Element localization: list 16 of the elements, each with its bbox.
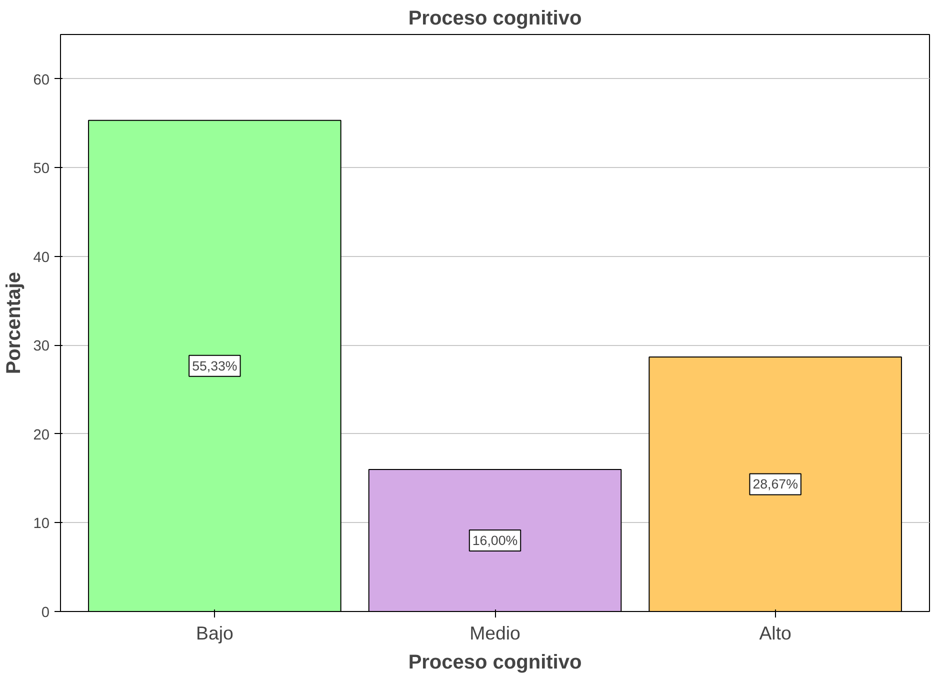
y-axis-title: Porcentaje	[3, 272, 26, 374]
y-tick-label: 30	[33, 338, 50, 355]
data-label: 28,67%	[752, 476, 798, 492]
x-tick-label: Medio	[470, 622, 520, 644]
y-tick-label: 40	[33, 250, 50, 266]
x-tick-label: Alto	[759, 622, 792, 644]
x-axis-title: Proceso cognitivo	[408, 652, 582, 674]
data-label: 55,33%	[192, 358, 238, 374]
x-tick-label: Bajo	[196, 622, 234, 644]
chart-title: Proceso cognitivo	[408, 8, 582, 30]
data-label: 16,00%	[472, 532, 518, 548]
y-tick-label: 50	[33, 161, 50, 178]
y-tick-label: 0	[41, 605, 50, 621]
y-tick-label: 20	[33, 427, 50, 444]
y-tick-label: 10	[33, 516, 50, 532]
y-tick-label: 60	[33, 72, 50, 88]
